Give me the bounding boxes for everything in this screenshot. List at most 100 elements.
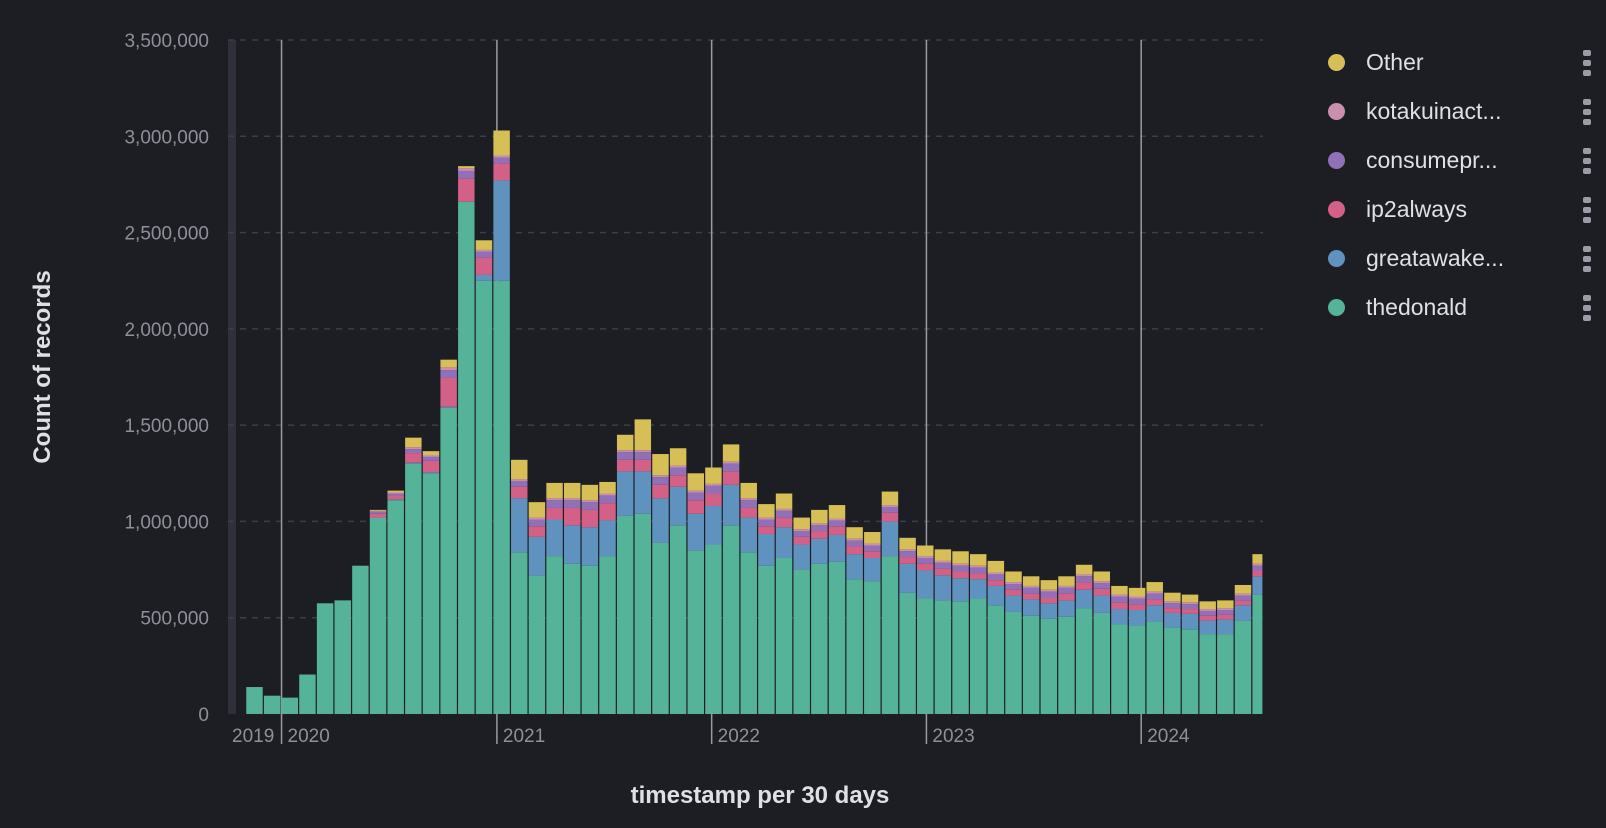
bar-segment[interactable]	[1005, 582, 1022, 585]
bar-segment[interactable]	[405, 449, 422, 454]
bar-segment[interactable]	[987, 560, 1005, 573]
bar-segment[interactable]	[1164, 608, 1181, 613]
bar-segment[interactable]	[652, 477, 669, 485]
bar-segment[interactable]	[369, 513, 387, 518]
bar-segment[interactable]	[405, 463, 422, 714]
bar-segment[interactable]	[616, 450, 634, 453]
bar-segment[interactable]	[281, 697, 299, 714]
bar-segment[interactable]	[969, 554, 987, 566]
legend-item-menu-icon[interactable]	[1582, 49, 1592, 76]
bar-segment[interactable]	[1146, 591, 1163, 594]
bar-segment[interactable]	[1075, 564, 1093, 575]
bar-segment[interactable]	[422, 472, 440, 474]
legend-item-menu-icon[interactable]	[1582, 147, 1592, 174]
bar-segment[interactable]	[1040, 591, 1058, 598]
bar-segment[interactable]	[316, 603, 334, 714]
bar-segment[interactable]	[1181, 594, 1199, 603]
bar-segment[interactable]	[563, 563, 581, 714]
bar-segment[interactable]	[1005, 611, 1022, 714]
bar-segment[interactable]	[634, 419, 652, 451]
bar-segment[interactable]	[1217, 600, 1234, 609]
bar-segment[interactable]	[1146, 593, 1163, 600]
bar-segment[interactable]	[1146, 621, 1163, 714]
bar-segment[interactable]	[1040, 618, 1058, 714]
bar-segment[interactable]	[405, 462, 422, 464]
bar-segment[interactable]	[793, 569, 810, 714]
bar-segment[interactable]	[917, 598, 934, 714]
bar-segment[interactable]	[775, 510, 793, 518]
bar-segment[interactable]	[1022, 615, 1040, 714]
bar-segment[interactable]	[1058, 576, 1075, 586]
bar-segment[interactable]	[864, 532, 881, 544]
bar-segment[interactable]	[917, 545, 934, 557]
bar-segment[interactable]	[687, 473, 705, 491]
bar-segment[interactable]	[1234, 593, 1252, 596]
bar-segment[interactable]	[528, 502, 546, 518]
bar-segment[interactable]	[1164, 601, 1181, 604]
bar-segment[interactable]	[952, 578, 969, 602]
bar-segment[interactable]	[1058, 587, 1075, 594]
bar-segment[interactable]	[1022, 585, 1040, 588]
bar-segment[interactable]	[722, 471, 740, 485]
bar-segment[interactable]	[846, 554, 863, 580]
bar-segment[interactable]	[422, 460, 440, 473]
bar-segment[interactable]	[546, 498, 563, 501]
bar-segment[interactable]	[1111, 594, 1128, 597]
bar-segment[interactable]	[1146, 582, 1163, 592]
bar-segment[interactable]	[1128, 587, 1146, 597]
bar-segment[interactable]	[1111, 609, 1128, 625]
bar-segment[interactable]	[705, 493, 722, 507]
bar-segment[interactable]	[687, 513, 705, 551]
bar-segment[interactable]	[917, 563, 934, 571]
bar-segment[interactable]	[987, 585, 1005, 606]
bar-segment[interactable]	[387, 492, 404, 494]
bar-segment[interactable]	[917, 556, 934, 559]
bar-segment[interactable]	[1252, 554, 1263, 564]
bar-segment[interactable]	[387, 493, 404, 496]
bar-segment[interactable]	[634, 450, 652, 453]
bar-segment[interactable]	[1022, 587, 1040, 594]
bar-segment[interactable]	[652, 475, 669, 478]
bar-segment[interactable]	[493, 157, 510, 164]
legend-item[interactable]: consumepr...	[1328, 136, 1596, 185]
bar-segment[interactable]	[1234, 620, 1252, 714]
bar-segment[interactable]	[669, 475, 687, 487]
bar-segment[interactable]	[652, 542, 669, 714]
bar-segment[interactable]	[899, 537, 916, 550]
bar-segment[interactable]	[616, 452, 634, 460]
bar-segment[interactable]	[899, 592, 916, 714]
bar-segment[interactable]	[1146, 599, 1163, 606]
bar-segment[interactable]	[740, 507, 757, 518]
bar-segment[interactable]	[917, 558, 934, 564]
bar-segment[interactable]	[969, 598, 987, 714]
bar-segment[interactable]	[405, 453, 422, 463]
bar-segment[interactable]	[864, 551, 881, 559]
bar-segment[interactable]	[828, 561, 846, 714]
bar-segment[interactable]	[987, 580, 1005, 586]
bar-segment[interactable]	[793, 544, 810, 570]
bar-segment[interactable]	[952, 601, 969, 714]
bar-segment[interactable]	[422, 451, 440, 455]
bar-segment[interactable]	[828, 526, 846, 535]
bar-segment[interactable]	[1128, 610, 1146, 626]
bar-segment[interactable]	[581, 527, 599, 566]
bar-segment[interactable]	[263, 695, 281, 714]
bar-segment[interactable]	[705, 483, 722, 486]
bar-segment[interactable]	[546, 507, 563, 520]
bar-segment[interactable]	[458, 170, 475, 179]
bar-segment[interactable]	[846, 546, 863, 555]
bar-segment[interactable]	[1111, 596, 1128, 603]
bar-segment[interactable]	[546, 482, 563, 499]
bar-segment[interactable]	[740, 498, 757, 501]
bar-segment[interactable]	[369, 517, 387, 714]
bar-segment[interactable]	[1005, 571, 1022, 583]
bar-segment[interactable]	[1181, 613, 1199, 630]
bar-segment[interactable]	[1181, 629, 1199, 714]
bar-segment[interactable]	[811, 538, 828, 564]
bar-segment[interactable]	[687, 550, 705, 714]
bar-segment[interactable]	[475, 240, 493, 250]
bar-segment[interactable]	[811, 563, 828, 714]
bar-segment[interactable]	[899, 557, 916, 564]
legend-item-menu-icon[interactable]	[1582, 196, 1592, 223]
legend-item[interactable]: ip2always	[1328, 185, 1596, 234]
